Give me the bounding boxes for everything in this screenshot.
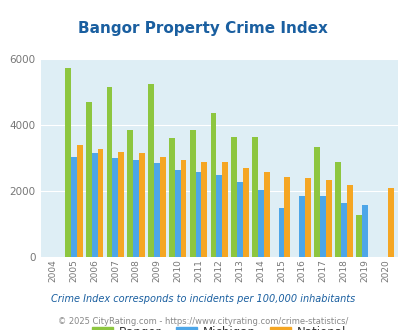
Bar [216,175,222,257]
Bar [387,188,393,257]
Bar [175,170,180,257]
Bar [340,203,346,257]
Bar [237,182,242,257]
Bar [65,68,71,257]
Bar [168,138,175,257]
Bar [160,157,165,257]
Bar [320,196,325,257]
Bar [71,157,77,257]
Bar [325,180,331,257]
Text: Bangor Property Crime Index: Bangor Property Crime Index [78,21,327,36]
Bar [346,185,352,257]
Text: Crime Index corresponds to incidents per 100,000 inhabitants: Crime Index corresponds to incidents per… [51,294,354,304]
Bar [252,137,257,257]
Bar [97,149,103,257]
Bar [127,130,133,257]
Bar [263,172,269,257]
Bar [86,102,92,257]
Legend: Bangor, Michigan, National: Bangor, Michigan, National [88,323,349,330]
Bar [133,160,139,257]
Bar [222,162,227,257]
Bar [334,162,340,257]
Bar [189,130,195,257]
Bar [257,190,263,257]
Bar [112,158,118,257]
Bar [242,168,248,257]
Bar [195,172,201,257]
Bar [201,162,207,257]
Bar [361,205,367,257]
Bar [118,152,124,257]
Bar [284,177,290,257]
Bar [210,113,216,257]
Bar [107,87,112,257]
Bar [231,137,237,257]
Bar [139,153,145,257]
Bar [298,196,305,257]
Bar [278,208,284,257]
Bar [153,163,160,257]
Bar [77,145,82,257]
Bar [355,215,361,257]
Bar [305,178,310,257]
Bar [313,147,320,257]
Bar [180,160,186,257]
Bar [92,153,97,257]
Bar [148,84,153,257]
Text: © 2025 CityRating.com - https://www.cityrating.com/crime-statistics/: © 2025 CityRating.com - https://www.city… [58,317,347,326]
